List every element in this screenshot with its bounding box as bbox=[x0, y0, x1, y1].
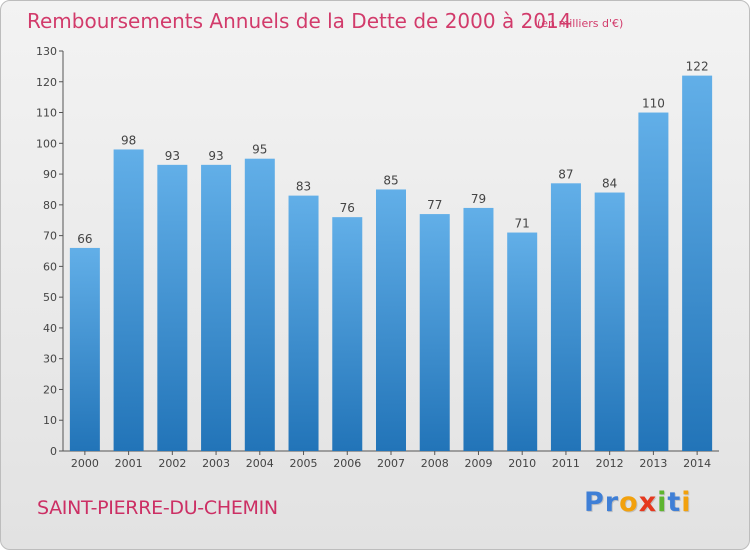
value-label-2009: 79 bbox=[471, 192, 486, 206]
y-axis: 0 10 20 30 40 50 60 70 80 90 100 110 120 130 bbox=[36, 45, 64, 458]
value-label-2004: 95 bbox=[252, 143, 267, 157]
logo-letter: i bbox=[657, 487, 668, 518]
value-label-2010: 71 bbox=[515, 217, 530, 231]
x-tick-label-2010: 2010 bbox=[508, 457, 536, 470]
x-tick-label-2002: 2002 bbox=[158, 457, 186, 470]
value-label-2002: 93 bbox=[165, 149, 180, 163]
bar-2014 bbox=[682, 75, 713, 451]
value-label-2012: 84 bbox=[602, 177, 617, 191]
logo-letter: r bbox=[604, 487, 620, 518]
x-tick-label-2003: 2003 bbox=[202, 457, 230, 470]
x-tick-label-2009: 2009 bbox=[464, 457, 492, 470]
logo-letter: x bbox=[638, 487, 658, 518]
y-tick-label: 30 bbox=[43, 353, 57, 366]
bar-2009 bbox=[463, 207, 494, 451]
logo-letter: i bbox=[681, 487, 692, 518]
x-tick-label-2001: 2001 bbox=[115, 457, 143, 470]
x-tick-label-2011: 2011 bbox=[552, 457, 580, 470]
chart-subtitle: (en milliers d'€) bbox=[537, 17, 624, 30]
x-tick-label-2013: 2013 bbox=[639, 457, 667, 470]
bar-2003 bbox=[201, 164, 232, 451]
y-tick-label: 120 bbox=[36, 76, 57, 89]
x-tick-label-2007: 2007 bbox=[377, 457, 405, 470]
y-tick-label: 110 bbox=[36, 107, 57, 120]
x-axis: 2000 2001 2002 2003 2004 2005 2006 2007 2008 2009… bbox=[63, 450, 719, 470]
value-label-2006: 76 bbox=[340, 201, 355, 215]
bar-2013 bbox=[638, 112, 669, 452]
bars bbox=[69, 75, 713, 452]
bar-2002 bbox=[157, 164, 188, 451]
value-label-2008: 77 bbox=[427, 198, 442, 212]
y-tick-label: 130 bbox=[36, 45, 57, 58]
commune-name: SAINT-PIERRE-DU-CHEMIN bbox=[37, 497, 278, 519]
logo-letter: o bbox=[619, 487, 639, 518]
logo-letter: t bbox=[667, 487, 682, 518]
x-tick-label-2006: 2006 bbox=[333, 457, 361, 470]
value-label-2005: 83 bbox=[296, 180, 311, 194]
y-tick-label: 40 bbox=[43, 322, 57, 335]
value-label-2013: 110 bbox=[642, 97, 665, 111]
x-tick-label-2000: 2000 bbox=[71, 457, 99, 470]
bar-2001 bbox=[113, 149, 144, 451]
bar-2004 bbox=[244, 158, 275, 451]
y-tick-label: 10 bbox=[43, 414, 57, 427]
y-tick-label: 60 bbox=[43, 260, 57, 273]
value-label-2003: 93 bbox=[208, 149, 223, 163]
y-tick-label: 90 bbox=[43, 168, 57, 181]
logo-letter: P bbox=[584, 487, 605, 518]
value-label-2007: 85 bbox=[383, 173, 398, 187]
bar-2006 bbox=[332, 217, 363, 451]
bar-2000 bbox=[69, 247, 100, 451]
value-label-2011: 87 bbox=[558, 167, 573, 181]
y-tick-label: 100 bbox=[36, 137, 57, 150]
bar-2011 bbox=[550, 183, 581, 452]
x-tick-label-2014: 2014 bbox=[683, 457, 711, 470]
y-tick-label: 50 bbox=[43, 291, 57, 304]
bar-2012 bbox=[594, 192, 625, 452]
y-tick-label: 20 bbox=[43, 383, 57, 396]
bar-2005 bbox=[288, 195, 319, 451]
y-tick-label: 0 bbox=[50, 445, 57, 458]
x-tick-label-2012: 2012 bbox=[596, 457, 624, 470]
value-label-2001: 98 bbox=[121, 133, 136, 147]
value-label-2014: 122 bbox=[686, 60, 709, 74]
proxiti-logo[interactable]: Proxiti bbox=[584, 487, 692, 518]
bar-2007 bbox=[376, 189, 406, 451]
chart-title: Remboursements Annuels de la Dette de 20… bbox=[27, 9, 572, 33]
bar-2008 bbox=[419, 214, 450, 451]
x-tick-label-2004: 2004 bbox=[246, 457, 274, 470]
value-label-2000: 66 bbox=[77, 232, 92, 246]
value-labels: 66 98 93 93 95 83 76 85 77 79 71 87 84 110 122 bbox=[77, 60, 708, 246]
bar-2010 bbox=[507, 232, 538, 451]
x-tick-label-2008: 2008 bbox=[421, 457, 449, 470]
y-tick-label: 80 bbox=[43, 199, 57, 212]
x-tick-label-2005: 2005 bbox=[290, 457, 318, 470]
y-tick-label: 70 bbox=[43, 230, 57, 243]
